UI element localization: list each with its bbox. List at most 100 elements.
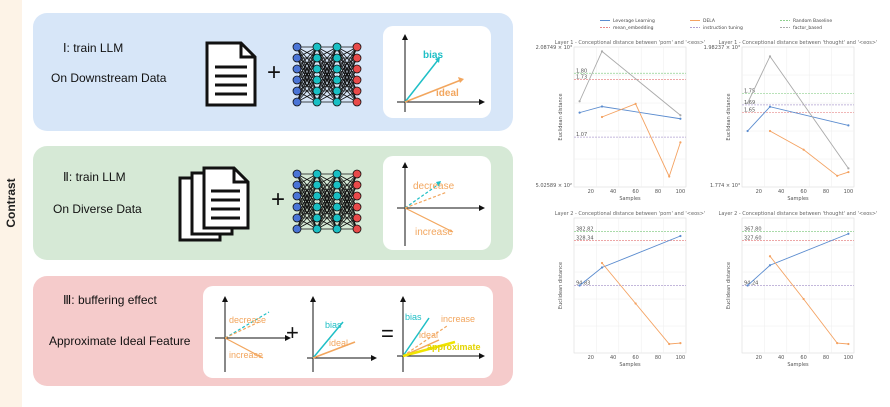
x-axis-label: Samples — [619, 196, 641, 202]
ideal-label: ideal — [436, 88, 459, 99]
x-axis-label: Samples — [787, 196, 809, 202]
y-bottom-label: 1.774 × 10³ — [710, 183, 740, 189]
series-line — [601, 262, 681, 345]
decrease-label: decrease — [413, 181, 455, 192]
reference-value: 1.73 — [576, 74, 587, 80]
network-node — [332, 202, 342, 212]
approximate-label: approximate — [427, 342, 481, 352]
data-point — [847, 232, 850, 235]
network-node — [332, 224, 342, 234]
data-point — [802, 148, 805, 151]
x-tick-label: 100 — [844, 355, 854, 361]
x-tick-label: 80 — [655, 355, 661, 361]
network-node — [352, 75, 362, 85]
data-point — [802, 297, 805, 301]
y-axis-label: Euclidean distance — [558, 262, 564, 309]
network-node — [292, 75, 302, 85]
x-tick-label: 100 — [676, 189, 686, 195]
network-node — [292, 191, 302, 201]
vector-axes: bias ideal — [397, 34, 485, 112]
vector-equation: decrease increase + bias ideal = bias in… — [215, 296, 485, 372]
data-point — [746, 129, 749, 133]
data-point — [836, 174, 839, 177]
network-node — [352, 169, 362, 179]
increase-label: increase — [229, 350, 263, 360]
bias-label: bias — [423, 50, 443, 61]
contrast-sidebar: Contrast — [0, 0, 22, 407]
panel-1-title: Ⅰ: train LLM — [63, 41, 124, 55]
data-point — [847, 170, 850, 174]
data-point — [679, 114, 682, 117]
network-node — [352, 97, 362, 107]
ideal-label: ideal — [329, 338, 348, 348]
data-point — [668, 175, 671, 178]
network-node — [352, 64, 362, 74]
network-node — [312, 169, 322, 179]
network-node — [292, 97, 302, 107]
x-tick-label: 60 — [632, 355, 638, 361]
network-node — [352, 86, 362, 96]
y-top-label: 1.98237 × 10³ — [704, 45, 740, 51]
network-node — [332, 53, 342, 63]
subplot-frame — [741, 46, 855, 188]
network-node — [352, 42, 362, 52]
network-node — [352, 53, 362, 63]
network-node — [332, 180, 342, 190]
x-tick-label: 80 — [655, 189, 661, 195]
increase-label: increase — [415, 227, 453, 238]
x-tick-label: 60 — [800, 189, 806, 195]
plus-sign: + — [271, 186, 286, 213]
legend-entry: Random Baseline — [793, 18, 832, 24]
data-point — [836, 342, 839, 345]
data-point — [746, 101, 749, 105]
data-point — [600, 115, 604, 119]
x-tick-label: 40 — [778, 189, 784, 195]
network-node — [332, 97, 342, 107]
data-point — [679, 342, 682, 345]
x-tick-label: 80 — [823, 189, 829, 195]
network-node — [292, 224, 302, 234]
panel-3-subtitle: Approximate Ideal Feature — [49, 334, 191, 348]
network-node — [292, 42, 302, 52]
data-point — [746, 284, 749, 287]
subplot-title: Layer 1 - Conceptional distance between … — [719, 40, 878, 46]
network-node — [312, 202, 322, 212]
x-tick-label: 60 — [632, 189, 638, 195]
x-tick-label: 20 — [588, 355, 594, 361]
network-node — [292, 53, 302, 63]
data-point — [768, 129, 772, 133]
contrast-label: Contrast — [4, 178, 18, 228]
reference-value: 1.75 — [744, 89, 755, 95]
network-node — [332, 213, 342, 223]
panel-2-subtitle: On Diverse Data — [53, 202, 142, 216]
network-node — [312, 86, 322, 96]
x-tick-label: 100 — [844, 189, 854, 195]
data-point — [600, 105, 604, 108]
conceptual-distance-charts: Leverage Learning DELA Random Baseline mean… — [536, 18, 878, 368]
reference-value: 1.65 — [744, 107, 755, 113]
data-point — [634, 302, 637, 305]
documents-stack-icon — [178, 166, 250, 242]
network-node — [312, 97, 322, 107]
reference-value: 328.34 — [576, 236, 594, 242]
network-node — [312, 224, 322, 234]
network-node — [312, 180, 322, 190]
legend-entry: factor_based — [793, 25, 822, 31]
data-point — [679, 234, 682, 238]
network-node — [332, 86, 342, 96]
network-node — [352, 224, 362, 234]
data-point — [679, 141, 682, 144]
series-line — [601, 103, 681, 178]
reference-value: 327.60 — [744, 236, 762, 242]
network-node — [292, 64, 302, 74]
y-axis-label: Euclidean distance — [726, 262, 732, 309]
x-axis-label: Samples — [787, 362, 809, 368]
network-node — [292, 169, 302, 179]
x-tick-label: 100 — [676, 355, 686, 361]
network-node — [312, 42, 322, 52]
data-point — [578, 100, 581, 103]
network-node — [352, 191, 362, 201]
panel-2-title: Ⅱ: train LLM — [63, 170, 126, 184]
network-node — [332, 64, 342, 74]
panel-1-subtitle: On Downstream Data — [51, 71, 167, 85]
